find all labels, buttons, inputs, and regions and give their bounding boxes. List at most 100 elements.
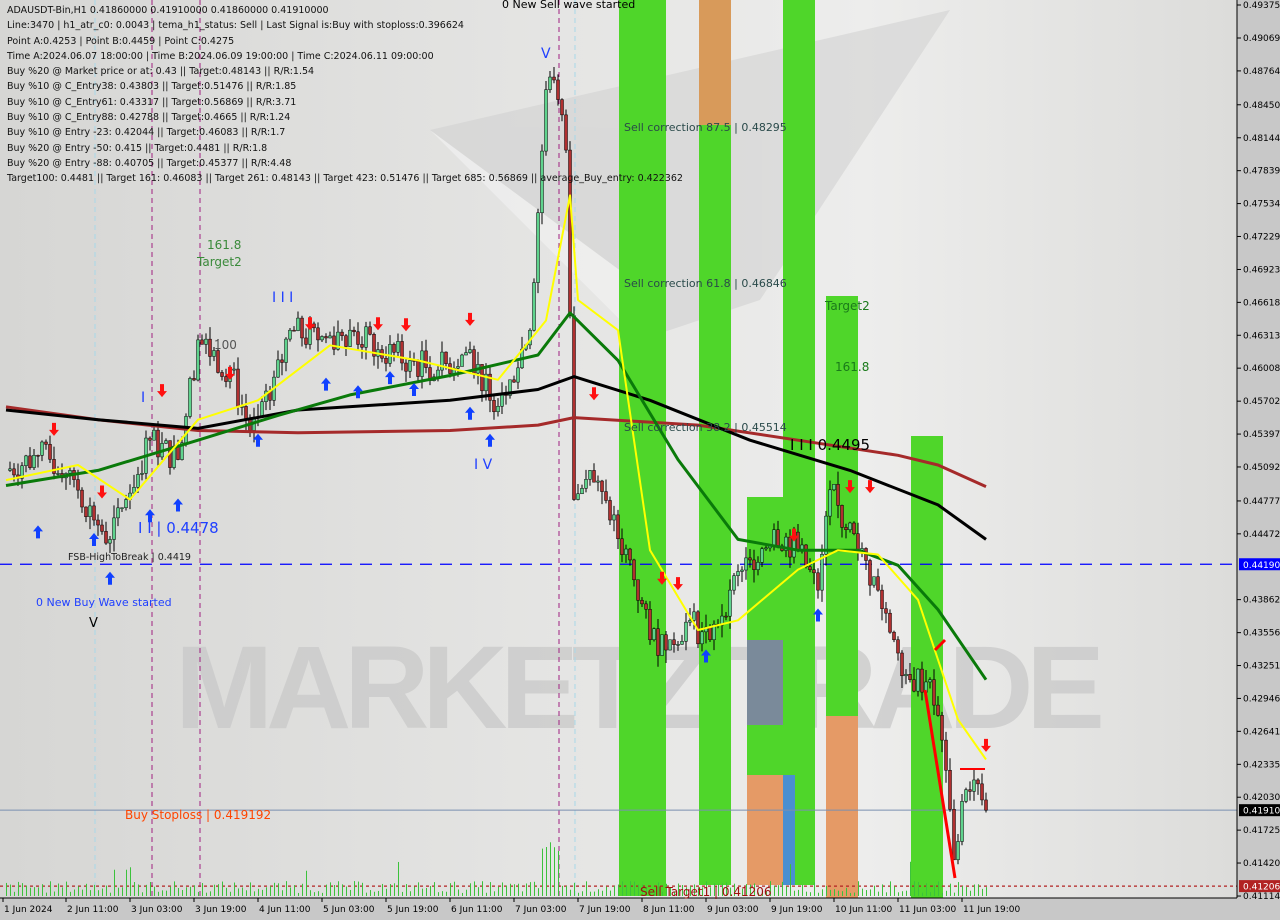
volume-bar (394, 883, 395, 896)
price-tick-label: 0.46008 (1243, 364, 1280, 374)
volume-bar (986, 887, 987, 896)
volume-bar (798, 889, 799, 896)
info-line: Buy %10 @ C_Entry88: 0.42788 || Target:0… (7, 112, 291, 124)
buy-arrow-icon (385, 371, 395, 385)
volume-bar (786, 886, 787, 896)
volume-bar (858, 881, 859, 896)
candle-bear (976, 779, 980, 785)
candle-bear (952, 809, 956, 861)
sell-arrow-icon (373, 317, 383, 331)
candle-bear (92, 505, 96, 521)
wave-i-label: I (141, 390, 146, 406)
volume-bar (250, 882, 251, 896)
candle-bull (56, 473, 60, 475)
volume-bar (30, 887, 31, 896)
time-tick-label: 10 Jun 11:00 (835, 905, 892, 915)
volume-bar (666, 883, 667, 896)
candle-bear (636, 579, 640, 601)
volume-bar (178, 887, 179, 896)
candle-bear (816, 572, 820, 591)
volume-bar (194, 885, 195, 896)
price-axis[interactable] (1237, 0, 1280, 920)
candle-bear (384, 357, 388, 364)
volume-bar (202, 883, 203, 896)
candle-bull (364, 326, 368, 348)
candle-bull (928, 679, 932, 683)
volume-bar (598, 889, 599, 896)
logo-watermark-shape (430, 10, 950, 340)
volume-bar (146, 884, 147, 896)
volume-bar (898, 892, 899, 896)
candle-bull (536, 212, 540, 283)
volume-bar (486, 892, 487, 896)
sell-arrow-icon (589, 387, 599, 401)
volume-bar (970, 890, 971, 896)
candle-bull (960, 801, 964, 842)
volume-bar (978, 884, 979, 896)
candle-bear (648, 609, 652, 641)
volume-bar (226, 887, 227, 896)
candle-bull (8, 468, 12, 471)
volume-bar (26, 885, 27, 896)
volume-bar (550, 842, 551, 896)
volume-bar (174, 881, 175, 896)
volume-bar (310, 890, 311, 896)
candle-bull (540, 150, 544, 214)
candle-bear (356, 331, 360, 345)
buy-arrow-icon (409, 383, 419, 397)
price-tick-label: 0.46618 (1243, 298, 1280, 308)
volume-bar (718, 883, 719, 896)
volume-bar (686, 887, 687, 896)
volume-bar (282, 890, 283, 896)
volume-bar (950, 883, 951, 896)
candle-bear (852, 522, 856, 534)
volume-bar (350, 889, 351, 896)
candle-bull (548, 76, 552, 90)
volume-bar (582, 891, 583, 896)
wave-iv-label: I V (474, 457, 493, 473)
price-tick-label: 0.49069 (1243, 34, 1280, 44)
volume-bar (770, 881, 771, 896)
info-line: Target100: 0.4481 || Target 161: 0.46083… (7, 173, 683, 185)
moving-averages (5, 194, 988, 761)
price-tick-label: 0.45702 (1243, 397, 1280, 407)
sell-arrow-icon (305, 317, 315, 331)
volume-bar (814, 882, 815, 896)
buy-arrow-icon (253, 433, 263, 447)
volume-bar (354, 881, 355, 896)
candle-bear (208, 338, 212, 357)
candle-bull (576, 493, 580, 500)
volume-bar (542, 848, 543, 896)
candle-bull (140, 473, 144, 475)
volume-bar (74, 889, 75, 896)
volume-bar (562, 885, 563, 896)
candle-bear (656, 628, 660, 656)
volume-bar (678, 883, 679, 896)
candle-bull (436, 369, 440, 378)
info-line: Buy %10 @ C_Entry38: 0.43803 || Target:0… (7, 81, 297, 93)
sell-correction-382: Sell correction 38.2 | 0.45514 (624, 421, 787, 434)
volume-bar (230, 891, 231, 896)
wave-ii-level-label: I I | 0.4478 (138, 519, 219, 537)
volume-bar (414, 886, 415, 896)
candle-bear (804, 544, 808, 567)
candle-bull (276, 359, 280, 378)
volume-bar (382, 883, 383, 896)
zone-green (699, 125, 731, 885)
candle-bear (444, 351, 448, 364)
buy-arrow-icon (485, 433, 495, 447)
price-tick-label: 0.46313 (1243, 331, 1280, 341)
zone-green (911, 436, 943, 898)
time-tick-label: 6 Jun 11:00 (451, 905, 503, 915)
candle-bear (400, 341, 404, 364)
volume-bar (498, 886, 499, 896)
volume-bar (642, 884, 643, 896)
volume-bar (710, 887, 711, 896)
volume-bar (590, 891, 591, 896)
volume-bar (206, 892, 207, 896)
sell-arrow-icon (49, 422, 59, 436)
candle-bear (84, 506, 88, 518)
candle-bull (712, 623, 716, 641)
candle-bear (672, 639, 676, 645)
